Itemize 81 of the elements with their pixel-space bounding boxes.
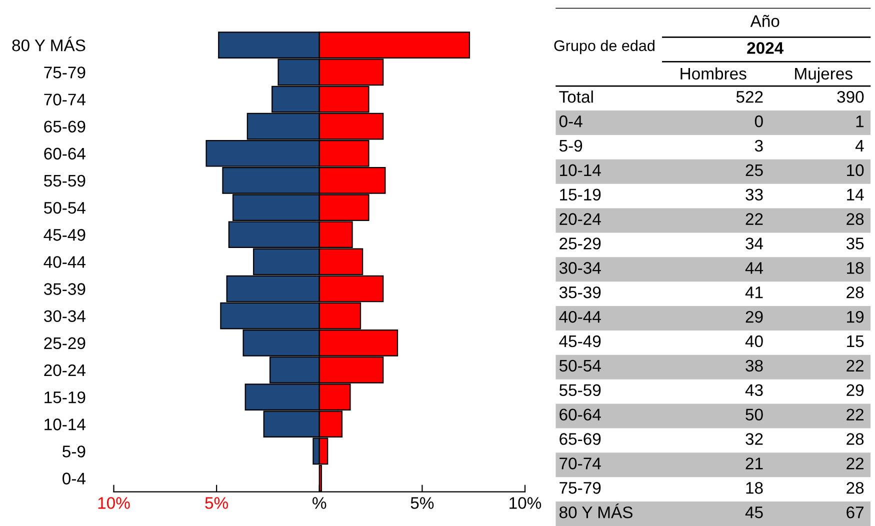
text: Grupo de edad [554, 40, 654, 54]
y-tick-label: 40-44 [44, 256, 86, 268]
series-label: Hombres [680, 67, 746, 80]
data-label: 50 [746, 408, 763, 420]
data-label: 29 [746, 310, 763, 323]
data-label: 32 [746, 433, 763, 445]
x-tick-label: 5% [205, 497, 228, 509]
category-label: 65-69 [560, 433, 601, 445]
y-tick-label: 20-24 [44, 364, 86, 376]
data-label: 22 [746, 213, 763, 225]
text: 2024 [747, 42, 784, 54]
y-tick-label: 5-9 [62, 446, 86, 458]
category-label: Total [559, 90, 593, 103]
data-label: 25 [746, 164, 763, 176]
category-label: 60-64 [560, 408, 601, 420]
data-label: 18 [847, 262, 864, 274]
y-tick-label: 15-19 [44, 391, 86, 404]
category-label: 25-29 [560, 238, 601, 250]
data-label: 18 [746, 482, 763, 494]
y-tick-label: 70-74 [44, 94, 86, 106]
y-tick-label: 45-49 [44, 229, 86, 241]
x-tick-label: % [312, 497, 326, 509]
data-label: 28 [846, 482, 864, 494]
data-label: 22 [846, 360, 864, 372]
category-label: 30-34 [559, 262, 601, 274]
y-tick-label: 25-29 [44, 337, 86, 350]
y-tick-label: 0-4 [62, 472, 86, 484]
category-label: 10-14 [560, 164, 601, 176]
data-label: 35 [846, 238, 864, 250]
y-tick-label: 80 Y MÁS [12, 36, 86, 52]
data-label: 43 [745, 384, 763, 396]
category-label: 50-54 [559, 360, 601, 372]
category-label: 55-59 [559, 384, 601, 396]
data-label: 1 [856, 116, 864, 128]
data-label: 22 [846, 458, 864, 470]
x-tick-label: 10% [510, 497, 542, 509]
data-label: 15 [847, 336, 864, 348]
data-label: 14 [847, 188, 864, 200]
text: Año [750, 14, 780, 28]
y-tick-label: 35-39 [44, 283, 86, 295]
data-label: 0 [754, 115, 763, 128]
data-label: 28 [846, 286, 864, 298]
category-label: 40-44 [559, 310, 601, 323]
data-label: 40 [745, 335, 763, 348]
text: Mujeres [795, 67, 852, 83]
x-tick-label: 10% [98, 497, 130, 509]
category-label: 0-4 [559, 115, 582, 128]
data-label: 34 [746, 238, 764, 250]
data-label: 28 [846, 433, 864, 445]
y-tick-label: 55-59 [44, 174, 86, 187]
data-label: 22 [846, 408, 864, 420]
data-label: 4 [855, 140, 864, 152]
y-tick-label: 10-14 [44, 418, 86, 430]
category-label: 35-39 [559, 286, 601, 298]
y-tick-label: 75-79 [44, 66, 86, 78]
data-label: 390 [837, 90, 864, 103]
category-label: 20-24 [560, 213, 601, 225]
y-tick-label: 65-69 [44, 120, 86, 133]
category-label: 15-19 [560, 188, 601, 201]
data-label: 522 [736, 90, 763, 103]
data-label: 44 [745, 262, 764, 274]
y-tick-label: 50-54 [44, 202, 86, 214]
data-label: 21 [746, 458, 763, 470]
category-label: 80 Y MÁS [560, 504, 632, 518]
data-label: 33 [746, 188, 763, 201]
category-label: 70-74 [560, 458, 601, 470]
data-label: 29 [846, 384, 864, 396]
data-label: 28 [846, 213, 864, 225]
data-label: 67 [846, 506, 864, 518]
category-label: 45-49 [559, 335, 601, 348]
data-label: 38 [746, 360, 763, 372]
data-label: 19 [847, 310, 864, 323]
category-label: 5-9 [559, 140, 582, 152]
data-label: 10 [847, 164, 864, 176]
category-label: 75-79 [560, 482, 601, 494]
y-tick-label: 60-64 [44, 148, 86, 160]
data-label: 3 [754, 140, 763, 152]
y-tick-label: 30-34 [44, 310, 86, 322]
x-tick-label: 5% [410, 497, 434, 509]
data-label: 45 [745, 506, 763, 518]
data-label: 41 [745, 286, 763, 298]
